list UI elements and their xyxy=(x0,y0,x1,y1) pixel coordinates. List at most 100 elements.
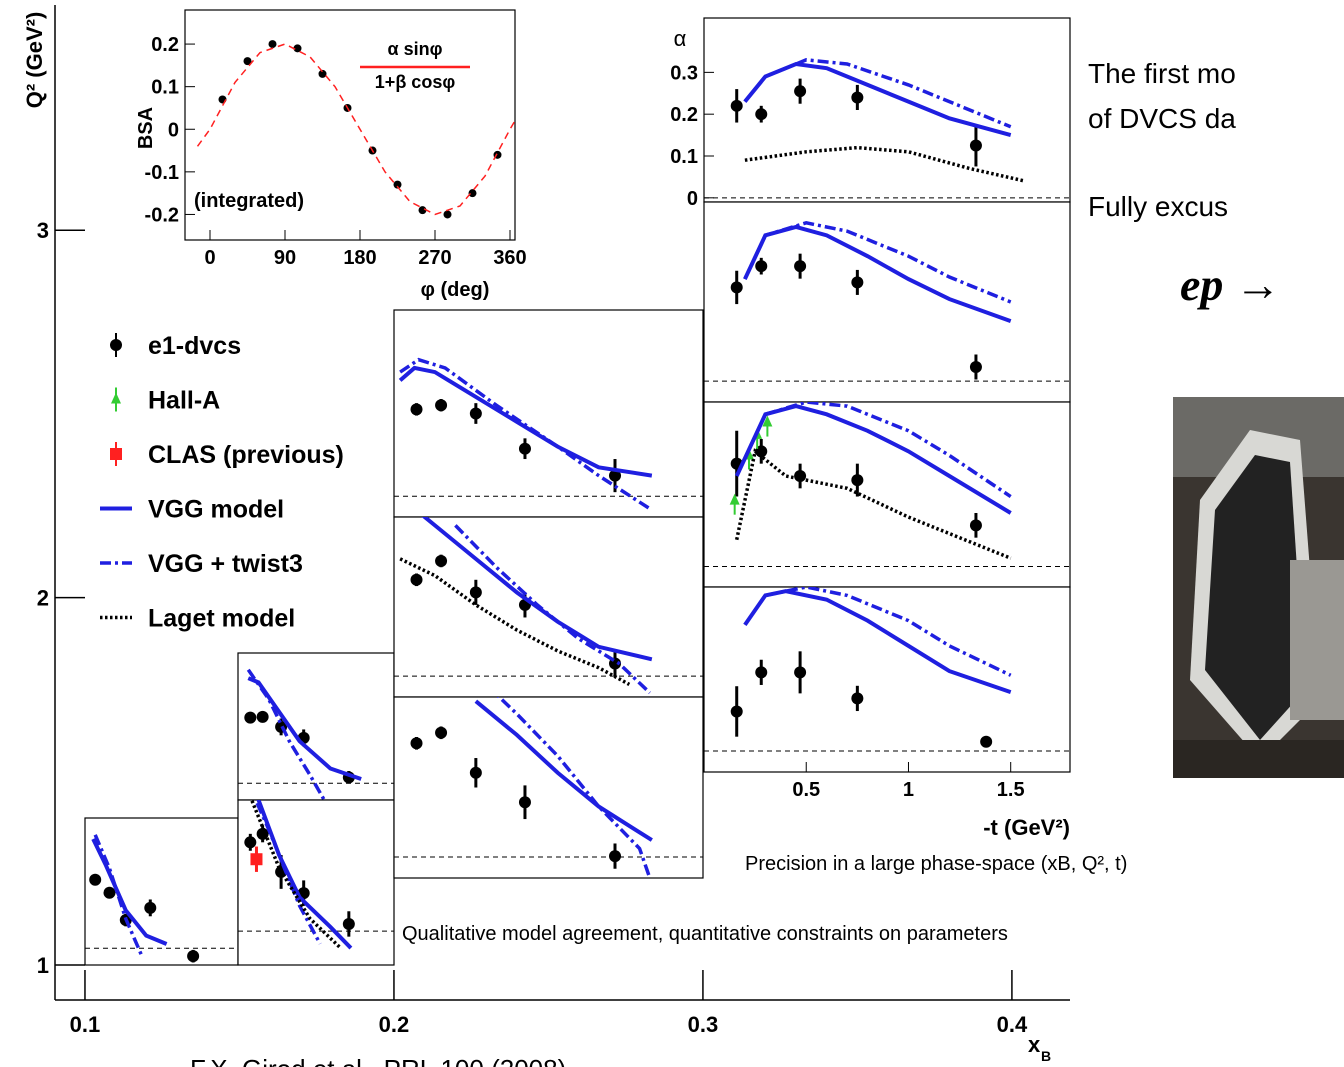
x-axis-label: x xyxy=(1028,1032,1041,1057)
legend-item: VGG + twist3 xyxy=(100,550,303,578)
fit-formula: 1+β cosφ xyxy=(375,72,456,92)
data-point xyxy=(730,99,743,112)
y-tick-label: 0 xyxy=(168,119,179,141)
annotation: (integrated) xyxy=(194,190,304,212)
y-axis-label: α xyxy=(674,26,687,51)
model-curve xyxy=(764,587,1012,677)
panel xyxy=(394,517,703,695)
data-point xyxy=(103,886,116,899)
data-point xyxy=(89,873,102,886)
model-curve xyxy=(474,699,653,842)
data-point xyxy=(342,917,355,930)
y-tick-label: -0.1 xyxy=(145,162,179,184)
legend-swatch xyxy=(110,339,122,351)
data-point xyxy=(435,399,448,412)
data-point xyxy=(393,180,402,189)
data-point xyxy=(293,44,302,53)
y-tick-label: 3 xyxy=(37,218,49,243)
x-tick-label: 0 xyxy=(204,247,215,269)
panel-frame xyxy=(393,309,704,518)
panel xyxy=(394,697,703,878)
y-tick-label: 0.1 xyxy=(670,146,698,168)
data-point xyxy=(410,573,423,586)
model-curve xyxy=(256,800,353,950)
panel xyxy=(704,402,1070,567)
body-text: The first mo xyxy=(1088,58,1236,89)
x-tick-label: 0.1 xyxy=(70,1012,101,1037)
data-point xyxy=(518,442,531,455)
data-point xyxy=(256,710,269,723)
data-point xyxy=(794,666,807,679)
data-point xyxy=(851,276,864,289)
model-curve xyxy=(399,557,631,686)
x-tick-label: 1 xyxy=(903,779,914,801)
data-point xyxy=(730,705,743,718)
data-point xyxy=(410,403,423,416)
data-point xyxy=(518,796,531,809)
x-axis-label: φ (deg) xyxy=(421,279,490,301)
data-point xyxy=(755,260,768,273)
data-point xyxy=(318,69,327,78)
y-tick-label: 2 xyxy=(37,586,49,611)
data-point xyxy=(435,726,448,739)
data-point xyxy=(144,901,157,914)
data-point xyxy=(418,206,427,215)
data-point xyxy=(755,666,768,679)
legend-item: CLAS (previous) xyxy=(110,441,344,469)
data-point xyxy=(762,415,773,427)
x-tick-label: 270 xyxy=(418,247,451,269)
fit-formula: α sinφ xyxy=(388,39,443,59)
x-axis-label: -t (GeV²) xyxy=(983,815,1070,840)
legend-item: Hall-A xyxy=(111,387,220,415)
data-point xyxy=(755,108,768,121)
panel xyxy=(85,834,238,963)
photo xyxy=(1173,397,1344,778)
data-point xyxy=(729,493,740,505)
model-curve xyxy=(398,365,653,478)
x-tick-label: 360 xyxy=(493,247,526,269)
footer: F.X. Girod et al., PRL 100 (2008) xyxy=(190,1054,566,1067)
data-point xyxy=(443,210,452,219)
data-point xyxy=(256,827,269,840)
data-point xyxy=(730,281,743,294)
data-point xyxy=(268,40,277,49)
data-point xyxy=(969,361,982,373)
panel xyxy=(238,668,394,800)
model-curve xyxy=(764,402,1012,499)
data-point xyxy=(469,766,482,779)
data-point xyxy=(469,586,482,599)
legend-label: CLAS (previous) xyxy=(148,441,344,469)
y-axis-label: Q² (GeV²) xyxy=(22,12,47,109)
x-tick-label: 1.5 xyxy=(997,779,1025,801)
model-curve xyxy=(496,697,652,878)
data-point xyxy=(244,836,257,849)
legend-label: VGG + twist3 xyxy=(148,550,303,578)
panel-frame xyxy=(393,516,704,698)
data-point xyxy=(468,189,477,198)
legend-label: e1-dvcs xyxy=(148,332,241,360)
body-text: of DVCS da xyxy=(1088,103,1236,134)
model-curve xyxy=(743,221,1012,304)
model-curve xyxy=(735,448,1012,560)
data-point xyxy=(187,950,200,963)
data-point xyxy=(794,470,807,482)
data-point xyxy=(851,692,864,705)
legend-swatch xyxy=(111,392,121,404)
model-curve xyxy=(743,58,1012,129)
legend-item: e1-dvcs xyxy=(110,332,241,360)
model-curve xyxy=(247,676,362,781)
formula: ep → xyxy=(1180,259,1281,310)
data-point xyxy=(980,735,993,748)
panel-frame xyxy=(703,201,1071,403)
caption: Qualitative model agreement, quantitativ… xyxy=(402,923,1008,945)
panel xyxy=(238,800,394,950)
data-point xyxy=(244,711,257,724)
data-point xyxy=(969,139,982,152)
data-point xyxy=(469,407,482,420)
panel-frame xyxy=(393,696,704,879)
data-point xyxy=(609,850,622,863)
model-curve xyxy=(744,145,1026,183)
model-curve xyxy=(454,524,652,695)
data-point xyxy=(243,57,252,66)
